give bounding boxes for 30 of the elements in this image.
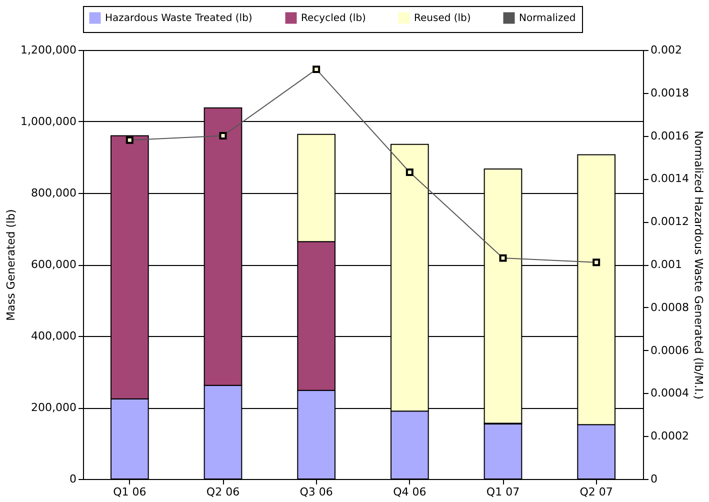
y-tick-label: 400,000 — [31, 330, 76, 342]
y-tick-label: 1,000,000 — [20, 115, 76, 128]
y2-tick-label: 0.0018 — [650, 86, 689, 100]
y2-tick-label: 0.002 — [650, 44, 682, 56]
x-tick-label: Q2 06 — [206, 486, 240, 498]
x-tick-label: Q4 06 — [393, 486, 426, 498]
y-axis-title: Mass Generated (lb) — [4, 209, 18, 321]
y2-axis-title: Normalized Hazardous Waste Generated (lb/M.I.) — [692, 130, 705, 400]
y2-tick-label: 0.0002 — [650, 430, 689, 443]
y-tick-label: 0 — [70, 472, 76, 486]
y2-tick-label: 0.001 — [650, 258, 682, 271]
y2-tick-label: 0 — [650, 472, 658, 486]
y2-tick-label: 0.0004 — [650, 386, 689, 400]
y2-tick-label: 0.0016 — [650, 129, 689, 142]
y-tick-label: 600,000 — [31, 258, 76, 271]
x-tick-label: Q1 06 — [113, 486, 146, 498]
legend-label: Recycled (lb) — [301, 13, 366, 24]
y-tick-label: 800,000 — [31, 186, 76, 200]
x-tick-label: Q1 07 — [486, 486, 520, 498]
y2-tick-label: 0.0006 — [650, 344, 689, 357]
x-tick-label: Q3 06 — [300, 486, 333, 498]
y2-tick-label: 0.0008 — [650, 300, 689, 314]
legend-label: Hazardous Waste Treated (lb) — [105, 13, 252, 24]
y2-tick-label: 0.0014 — [650, 172, 689, 186]
legend-label: Normalized — [519, 13, 576, 24]
y2-tick-label: 0.0012 — [650, 215, 689, 228]
y-tick-label: 200,000 — [31, 401, 76, 414]
y-tick-label: 1,200,000 — [20, 44, 76, 56]
x-tick-label: Q2 07 — [580, 486, 613, 498]
legend-label: Reused (lb) — [414, 13, 471, 24]
